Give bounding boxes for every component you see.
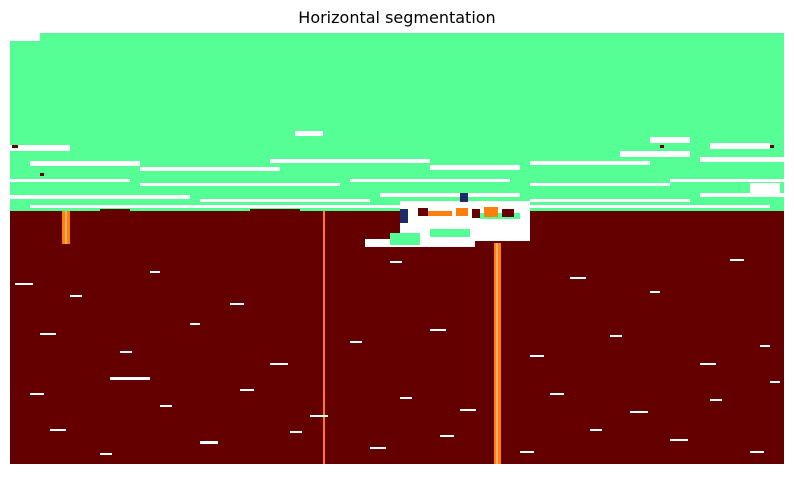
boat-object: [365, 193, 530, 247]
water-segment: [10, 208, 784, 464]
figure-title: Horizontal segmentation: [298, 8, 496, 27]
water-speckles: [15, 259, 780, 455]
vertical-strips: [62, 211, 501, 464]
horizon-speckles: [12, 145, 774, 211]
segmentation-map: [10, 33, 784, 464]
